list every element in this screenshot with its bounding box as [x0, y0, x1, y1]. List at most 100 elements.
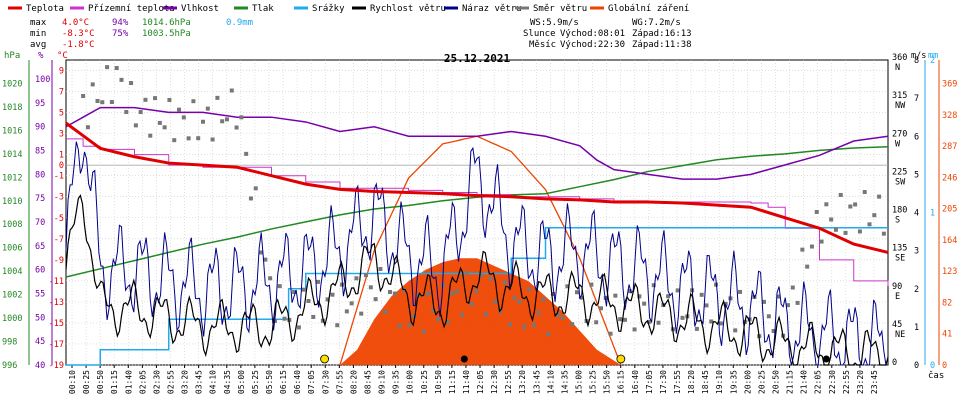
wind-direction-point	[253, 186, 258, 191]
sun-moon-markers	[320, 354, 830, 364]
axis-percent-tick: 65	[35, 242, 45, 252]
wind-direction-point	[589, 282, 594, 287]
wind-direction-point	[344, 309, 349, 314]
axis-hpa-tick: 1006	[2, 244, 22, 254]
axis-time-tick: 22:05	[814, 370, 823, 394]
axis-radiation-tick: 41	[942, 330, 952, 340]
axis-temp-tick: -17	[49, 340, 64, 350]
wind-direction-point	[364, 273, 369, 278]
axis-time-tick: 18:45	[701, 370, 710, 394]
axis-time-tick: 21:40	[800, 370, 809, 394]
wind-direction-point	[90, 82, 95, 87]
wind-direction-point	[133, 123, 138, 128]
stat-humidity: 94%	[112, 18, 129, 28]
wind-direction-point	[445, 320, 450, 325]
wind-direction-point	[594, 320, 599, 325]
axis-percent-tick: 50	[35, 313, 45, 323]
axis-direction-label: NE	[895, 330, 905, 340]
axis-hpa-tick: 1012	[2, 173, 22, 183]
axis-temp-tick: 7	[59, 88, 64, 98]
wind-direction-point	[450, 291, 455, 296]
axis-mm-tick: 2	[930, 56, 935, 66]
axis-percent-tick: 80	[35, 170, 45, 180]
series-precipitation	[66, 227, 888, 366]
axis-hpa-tick: 1002	[2, 291, 22, 301]
wind-direction-point	[258, 250, 263, 255]
wind-direction-point	[459, 312, 464, 317]
axis-hpa-tick: 1004	[2, 267, 22, 277]
wind-direction-point	[541, 297, 546, 302]
axis-direction-tick: 315	[892, 91, 907, 101]
wind-direction-point	[85, 125, 90, 130]
wind-direction-point	[330, 292, 335, 297]
axis-hpa-tick: 996	[2, 361, 17, 371]
axis-time-tick: 01:15	[110, 370, 119, 394]
wind-direction-point	[675, 288, 680, 293]
wind-direction-point	[622, 317, 627, 322]
axis-time-tick: 01:40	[124, 370, 133, 394]
axis-ms-tick: 2	[914, 285, 919, 295]
axis-direction-label: SW	[895, 177, 906, 187]
legend-label: Náraz větru	[462, 4, 522, 14]
wind-direction-point	[642, 301, 647, 306]
wind-direction-point	[785, 303, 790, 308]
axis-time-tick: 10:50	[434, 370, 443, 394]
wind-direction-point	[301, 287, 306, 292]
sunset-marker	[616, 354, 626, 364]
legend-label: Přízemní teplota	[88, 4, 175, 14]
wind-direction-point	[795, 300, 800, 305]
wind-direction-point	[316, 279, 321, 284]
axis-time-tick: 07:05	[307, 370, 316, 394]
wind-direction-point	[129, 81, 134, 86]
wind-direction-point	[872, 213, 877, 218]
axis-hpa: hPa 996 998 1000 1002 1004 1006 1008 1010 1012 101…	[2, 51, 22, 371]
wind-direction-point	[738, 289, 743, 294]
axis-radiation-tick: 164	[942, 236, 957, 246]
wind-direction-point	[388, 289, 393, 294]
wind-direction-point	[263, 257, 268, 262]
wind-speed-max: WS:5.9m/s	[530, 18, 579, 28]
axis-time-tick: 08:45	[363, 370, 372, 394]
legend-label: Směr větru	[533, 4, 587, 14]
axis-radiation-tick: 369	[942, 80, 957, 90]
axis-percent-tick: 100	[35, 75, 50, 85]
stat-label: min	[30, 29, 46, 39]
wind-direction-point	[411, 314, 416, 319]
wind-direction-point	[551, 291, 556, 296]
sunset-time: Západ:16:13	[632, 29, 692, 39]
axis-direction-tick: 0	[892, 358, 897, 368]
wind-direction-point	[311, 314, 316, 319]
wind-direction-point	[282, 316, 287, 321]
legend-label: Rychlost větru	[370, 4, 446, 14]
axis-percent-tick: 95	[35, 99, 45, 109]
wind-direction-point	[646, 319, 651, 324]
axis-time-tick: 23:20	[856, 370, 865, 394]
wind-direction-point	[268, 276, 273, 281]
series-humidity	[65, 106, 889, 180]
series-global-radiation	[340, 258, 621, 365]
legend-item: Srážky	[294, 4, 345, 14]
axis-time-tick: 21:15	[786, 370, 795, 394]
axis-direction-tick: 90	[892, 282, 902, 292]
wind-direction-point	[680, 315, 685, 320]
wind-direction-point	[503, 280, 508, 285]
axis-time-tick: 09:10	[378, 370, 387, 394]
wind-direction-point	[119, 77, 124, 82]
wind-direction-point	[296, 325, 301, 330]
axis-direction-tick: 180	[892, 206, 907, 216]
legend-label: Teplota	[26, 4, 64, 14]
wind-direction-point	[843, 230, 848, 235]
wind-direction-point	[325, 297, 330, 302]
legend-label: Tlak	[252, 4, 274, 14]
wind-direction-point	[857, 229, 862, 234]
wind-direction-point	[627, 289, 632, 294]
axis-temp-tick: 3	[59, 130, 64, 140]
axis-time-tick: 14:35	[560, 370, 569, 394]
wind-direction-point	[598, 306, 603, 311]
wind-direction-point	[656, 320, 661, 325]
wind-direction-point	[853, 202, 858, 207]
wind-direction-point	[397, 323, 402, 328]
axis-percent: % 40 45 50 55 60 65 70 75 80 85 90 95 100	[35, 51, 50, 371]
axis-radiation-tick: 123	[942, 267, 957, 277]
axis-time-tick: 12:05	[476, 370, 485, 394]
